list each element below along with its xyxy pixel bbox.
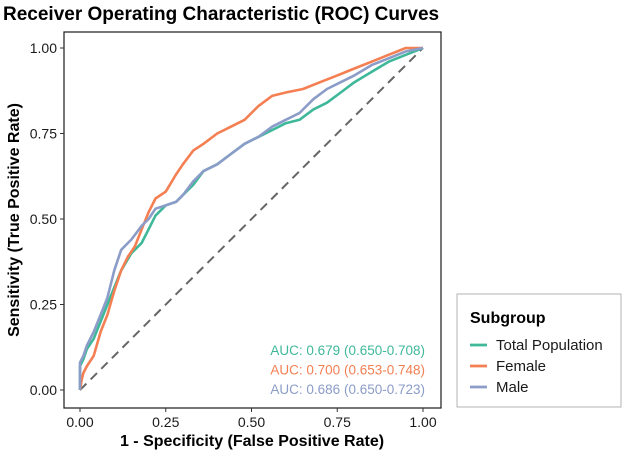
chart-title: Receiver Operating Characteristic (ROC) … xyxy=(3,4,439,25)
y-tick-label: 0.50 xyxy=(30,211,57,227)
panel-border xyxy=(63,31,442,409)
x-tick-label: 0.25 xyxy=(152,414,179,430)
legend-items: Total Population Female Male xyxy=(470,337,603,396)
plot-panel: AUC: 0.679 (0.650-0.708) AUC: 0.700 (0.65… xyxy=(63,31,442,409)
y-tick-label: 0.00 xyxy=(30,382,57,398)
reference-diagonal xyxy=(79,47,424,391)
x-tick-label: 1.00 xyxy=(409,414,436,430)
x-tick-label: 0.50 xyxy=(238,414,265,430)
auc-annotations: AUC: 0.679 (0.650-0.708) AUC: 0.700 (0.65… xyxy=(270,343,425,397)
legend-label: Female xyxy=(496,358,546,375)
y-tick-label: 0.25 xyxy=(30,297,57,313)
y-axis-title: Sensitivity (True Positive Rate) xyxy=(6,103,23,337)
legend-label: Male xyxy=(496,379,529,396)
x-tick-label: 0.00 xyxy=(66,414,93,430)
roc-curve-female xyxy=(78,46,423,391)
roc-curve-total-population xyxy=(78,46,424,390)
legend-label: Total Population xyxy=(496,337,603,354)
legend: Subgroup Total Population Female Male xyxy=(456,293,622,408)
y-tick-label: 0.75 xyxy=(30,126,57,142)
auc-label: AUC: 0.700 (0.653-0.748) xyxy=(270,363,425,378)
auc-label: AUC: 0.686 (0.650-0.723) xyxy=(270,382,425,397)
x-tick-label: 0.75 xyxy=(324,414,351,430)
series-layer xyxy=(78,46,424,391)
auc-label: AUC: 0.679 (0.650-0.708) xyxy=(270,343,425,358)
y-tick-label: 1.00 xyxy=(30,40,57,56)
x-axis: 0.00 0.25 0.50 0.75 1.00 xyxy=(66,408,437,430)
roc-curve-male xyxy=(78,46,424,390)
x-axis-title: 1 - Specificity (False Positive Rate) xyxy=(120,433,384,450)
y-axis: 0.00 0.25 0.50 0.75 1.00 xyxy=(30,40,64,398)
legend-title: Subgroup xyxy=(470,310,546,327)
